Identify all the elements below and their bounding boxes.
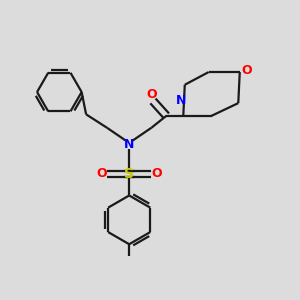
Text: O: O bbox=[152, 167, 162, 180]
Text: O: O bbox=[241, 64, 252, 77]
Text: O: O bbox=[146, 88, 157, 101]
Text: O: O bbox=[96, 167, 107, 180]
Text: N: N bbox=[124, 138, 134, 151]
Text: S: S bbox=[124, 167, 134, 181]
Text: N: N bbox=[176, 94, 186, 107]
